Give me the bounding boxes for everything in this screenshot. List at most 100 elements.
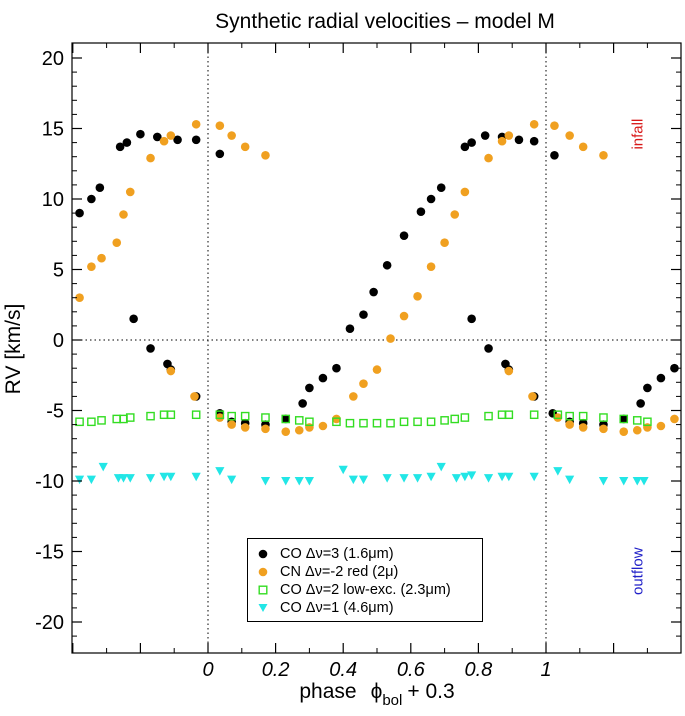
y-tick-label: -5 [46, 401, 64, 423]
data-point [643, 417, 652, 427]
data-point [318, 421, 328, 431]
data-point [136, 129, 145, 139]
data-point [119, 210, 128, 219]
data-point [240, 142, 250, 152]
data-point [578, 423, 588, 432]
data-point [75, 208, 84, 218]
data-point [639, 477, 649, 486]
data-point [382, 474, 392, 483]
data-point [399, 417, 409, 427]
data-point [565, 420, 574, 429]
chart-title: Synthetic radial velocities – model M [215, 10, 555, 33]
data-point [553, 467, 563, 476]
legend-entry: CO Δν=2 low-exc. (2.3μm) [256, 581, 451, 599]
data-point [227, 475, 237, 485]
data-point [97, 416, 106, 425]
data-point [318, 373, 328, 383]
x-axis-label-prefix: phase [299, 680, 356, 703]
data-point [240, 423, 250, 432]
data-point [426, 262, 436, 271]
data-point [112, 238, 122, 248]
data-point [294, 425, 304, 435]
data-point [632, 425, 642, 435]
data-point [338, 465, 348, 475]
data-points [74, 119, 679, 486]
data-point [565, 131, 574, 140]
data-point [215, 121, 225, 130]
x-axis-label-subscript: bol [382, 692, 402, 709]
legend-marker-orange-circle [258, 567, 268, 577]
data-point [382, 260, 392, 270]
data-point [260, 477, 271, 486]
data-point [118, 474, 129, 483]
data-point [460, 472, 470, 482]
legend-entry: CO Δν=1 (4.6μm) [256, 599, 394, 617]
data-point [529, 472, 539, 482]
data-point [240, 411, 250, 421]
data-point [87, 417, 96, 427]
x-tick-label: 0.8 [464, 659, 492, 681]
data-point [359, 418, 368, 428]
data-point [349, 392, 358, 401]
y-tick-label: -20 [35, 612, 64, 634]
data-point [619, 414, 629, 424]
legend-label: CO Δν=3 (1.6μm) [280, 546, 394, 562]
data-point [550, 150, 559, 160]
data-point [484, 153, 493, 163]
data-point [75, 417, 84, 427]
data-point [460, 413, 470, 422]
y-tick-label: -15 [35, 542, 64, 564]
data-point [305, 417, 314, 427]
x-tick-label: 0.2 [262, 659, 290, 681]
data-point [359, 379, 368, 389]
x-tick-label: 1 [540, 659, 551, 681]
data-point [281, 427, 291, 436]
x-axis-label: phase ϕbol + 0.3 [299, 680, 454, 709]
data-point [670, 363, 679, 373]
data-point [145, 474, 156, 483]
series-3 [74, 462, 649, 486]
annotation-label: outflow [629, 547, 646, 595]
data-point [305, 383, 314, 393]
data-point [227, 131, 236, 140]
data-point [166, 366, 176, 376]
data-point [504, 131, 514, 140]
data-point [656, 421, 666, 431]
data-point [281, 414, 291, 424]
data-point [75, 293, 84, 303]
data-point [386, 334, 395, 343]
data-point [146, 411, 155, 421]
data-point [480, 131, 490, 140]
data-point [74, 475, 85, 485]
x-axis-label-suffix: + 0.3 [407, 680, 454, 703]
y-axis-label: RV [km/s] [2, 304, 25, 395]
data-point [436, 183, 446, 193]
data-point [632, 416, 642, 425]
data-point [294, 477, 304, 486]
data-point [129, 314, 138, 324]
legend-marker-cyan-triangle [258, 604, 268, 612]
data-point [191, 472, 201, 482]
data-point [97, 253, 106, 263]
axis-ticks: 20 15 10 5 0 -5 -10 -15 -20 0 0.2 0.4 0.6 0.8 1 [35, 43, 681, 681]
data-point [504, 366, 514, 376]
data-point [460, 187, 470, 197]
legend-entry: CO Δν=3 (1.6μm) [256, 545, 394, 563]
legend-label: CO Δν=2 low-exc. (2.3μm) [280, 582, 451, 598]
data-point [345, 324, 355, 334]
data-point [399, 474, 409, 483]
data-point [87, 194, 96, 204]
y-tick-label: 10 [42, 189, 64, 211]
data-point [332, 414, 341, 424]
data-point [191, 119, 201, 129]
data-point [86, 475, 96, 485]
data-point [190, 392, 199, 401]
y-tick-label: 5 [53, 260, 64, 282]
x-tick-label: 0 [202, 659, 213, 681]
data-point [529, 136, 539, 146]
data-point [399, 231, 409, 240]
data-point [565, 411, 574, 421]
data-point [426, 472, 436, 482]
data-point [497, 472, 507, 482]
